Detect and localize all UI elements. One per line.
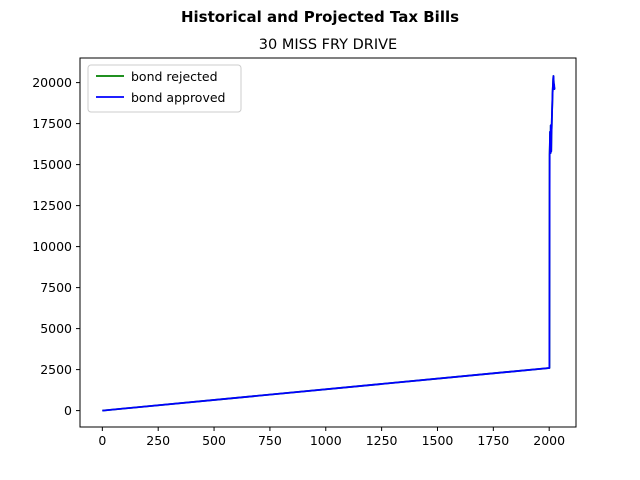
legend: bond rejected bond approved xyxy=(87,64,242,113)
plot-lines xyxy=(102,75,556,412)
y-tick-label: 15000 xyxy=(32,157,72,172)
x-tick-label: 0 xyxy=(98,433,106,448)
plot-frame xyxy=(79,57,577,428)
x-tick-label: 2000 xyxy=(533,433,565,448)
figure-suptitle: Historical and Projected Tax Bills xyxy=(181,8,459,26)
x-axis: 0 250 500 750 1000 1250 1500 1750 2000 xyxy=(98,427,565,448)
series-line-bond-approved xyxy=(102,75,556,412)
legend-label-bond-approved: bond approved xyxy=(131,90,225,105)
plot-title: 30 MISS FRY DRIVE xyxy=(259,37,397,53)
y-axis: 0 2500 5000 7500 10000 12500 15000 17500 20000 xyxy=(32,75,80,418)
y-tick-label: 20000 xyxy=(32,75,72,90)
x-tick-label: 500 xyxy=(202,433,226,448)
y-tick-label: 10000 xyxy=(32,239,72,254)
y-tick-label: 5000 xyxy=(40,321,72,336)
y-tick-label: 0 xyxy=(64,403,72,418)
x-tick-label: 1750 xyxy=(477,433,509,448)
y-tick-label: 17500 xyxy=(32,116,72,131)
x-tick-label: 750 xyxy=(258,433,282,448)
legend-box xyxy=(87,64,242,113)
y-tick-label: 2500 xyxy=(40,362,72,377)
x-tick-label: 250 xyxy=(146,433,170,448)
x-tick-label: 1500 xyxy=(422,433,454,448)
legend-label-bond-rejected: bond rejected xyxy=(131,69,218,84)
x-tick-label: 1250 xyxy=(366,433,398,448)
y-tick-label: 7500 xyxy=(40,280,72,295)
x-tick-label: 1000 xyxy=(310,433,342,448)
y-tick-label: 12500 xyxy=(32,198,72,213)
